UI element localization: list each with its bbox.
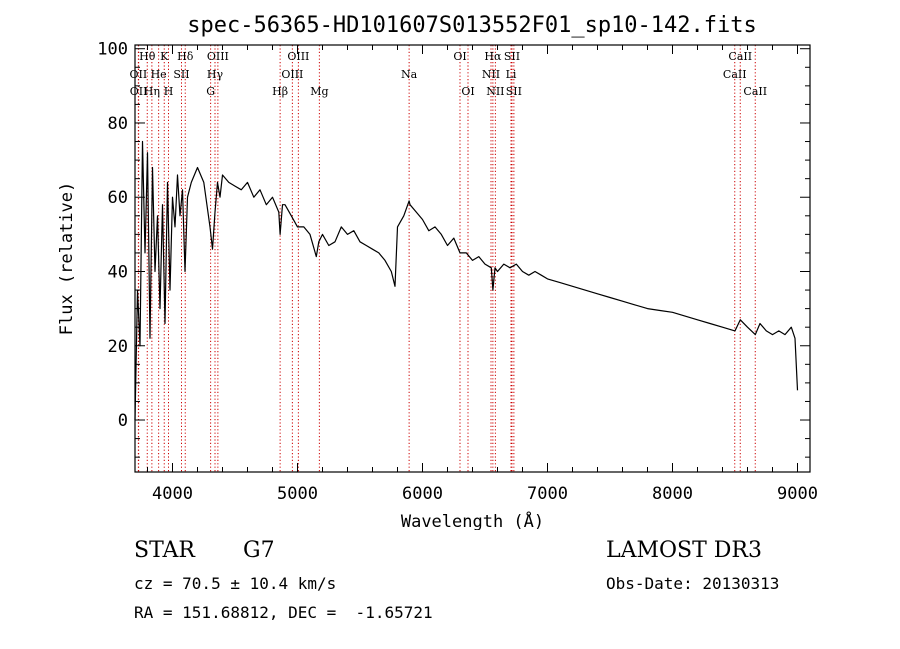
y-axis-label: Flux (relative) — [57, 182, 77, 336]
line-label: SII — [173, 68, 189, 81]
line-label: NII — [486, 85, 504, 98]
line-label: OII — [130, 68, 148, 81]
line-label: CaII — [743, 85, 767, 98]
y-tick-label: 40 — [108, 262, 128, 282]
x-tick-label: 4000 — [152, 484, 193, 504]
x-tick-label: 9000 — [777, 484, 818, 504]
observation-date: Obs-Date: 20130313 — [606, 574, 780, 593]
x-axis-label: Wavelength (Å) — [401, 510, 544, 530]
object-subclass: G7 — [243, 538, 275, 563]
line-label: He — [151, 68, 167, 81]
y-tick-label: 80 — [108, 114, 128, 134]
line-label: Na — [401, 68, 418, 81]
y-tick-label: 100 — [97, 40, 128, 60]
line-label: H — [164, 85, 174, 98]
line-label: Hα — [484, 50, 502, 63]
line-label: OIII — [281, 68, 303, 81]
chart-title: spec-56365-HD101607S013552F01_sp10-142.f… — [187, 13, 757, 38]
survey-name: LAMOST DR3 — [606, 538, 762, 563]
line-label: SII — [506, 85, 522, 98]
line-label: Hθ — [139, 50, 156, 63]
x-tick-label: 6000 — [402, 484, 443, 504]
line-label: Hγ — [207, 68, 224, 81]
line-label: G — [206, 85, 215, 98]
line-label: NII — [482, 68, 500, 81]
x-tick-label: 8000 — [652, 484, 693, 504]
x-tick-label: 7000 — [527, 484, 568, 504]
redshift-velocity: cz = 70.5 ± 10.4 km/s — [134, 574, 337, 593]
y-tick-label: 20 — [108, 337, 128, 357]
line-label: OIII — [207, 50, 229, 63]
y-tick-label: 0 — [118, 411, 128, 431]
line-label: Hδ — [177, 50, 194, 63]
line-label: CaII — [723, 68, 747, 81]
line-label: CaII — [728, 50, 752, 63]
line-label: K — [160, 50, 169, 63]
line-label: SII — [504, 50, 520, 63]
line-label: OII — [130, 85, 148, 98]
spectrum-chart: spec-56365-HD101607S013552F01_sp10-142.f… — [57, 13, 818, 530]
plot-frame — [134, 44, 811, 473]
coordinates: RA = 151.68812, DEC = -1.65721 — [134, 603, 433, 622]
line-label: Hη — [144, 85, 160, 98]
line-label: OIII — [287, 50, 309, 63]
flux-series-line — [134, 140, 799, 421]
line-label: OI — [453, 50, 466, 63]
x-tick-label: 5000 — [277, 484, 318, 504]
object-class: STAR — [134, 538, 195, 563]
line-label: Mg — [310, 85, 328, 98]
y-tick-label: 60 — [108, 188, 128, 208]
line-label: OI — [461, 85, 474, 98]
line-label: Hβ — [272, 85, 288, 98]
line-label: Li — [506, 68, 517, 81]
